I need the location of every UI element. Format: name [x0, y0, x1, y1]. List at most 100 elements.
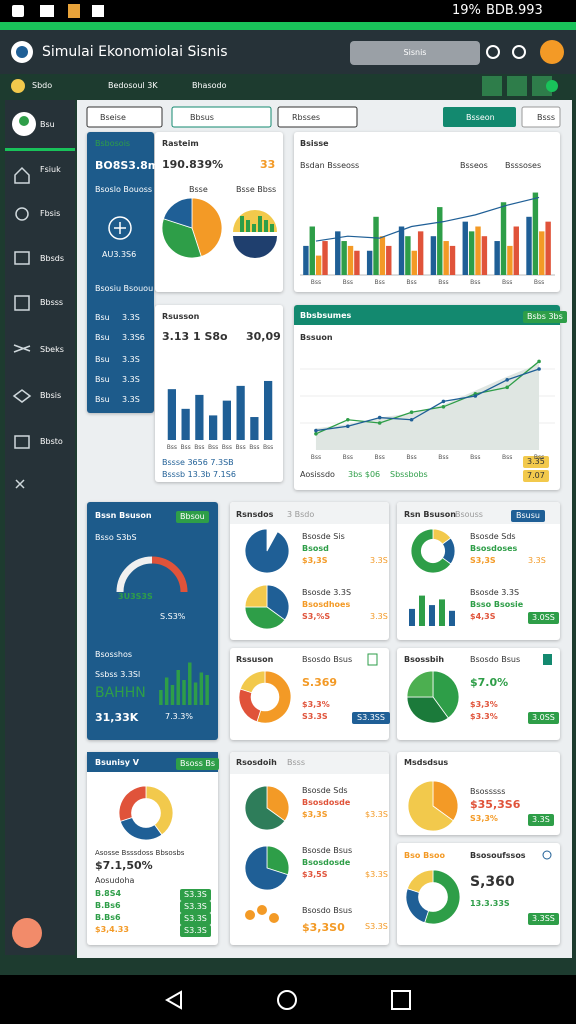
gbar-chart: Bss Bss Bss Bss Bss Bss Bss Bss	[300, 192, 555, 286]
card	[230, 502, 389, 524]
gauge-bar	[264, 220, 268, 232]
pie-slice	[266, 785, 290, 822]
icon	[542, 850, 552, 860]
lines: $7.0%	[470, 676, 509, 689]
lines: S.369	[302, 676, 338, 689]
point	[473, 394, 478, 398]
gauge-bar	[270, 224, 274, 232]
badges: 3.35	[523, 456, 549, 468]
search-box[interactable]	[350, 41, 480, 65]
actions: Bsss	[537, 113, 555, 122]
items: Fbsis	[40, 209, 61, 218]
pie-chart	[405, 869, 461, 925]
badges: S3.3S	[180, 925, 211, 937]
rows: $3,4.33	[95, 925, 129, 934]
bar	[309, 226, 315, 275]
bar	[193, 682, 198, 705]
bar	[500, 202, 507, 275]
donut-hole	[420, 538, 446, 564]
point	[377, 415, 382, 420]
title: Simulai Ekonomiolai Sisnis	[42, 44, 228, 60]
title: Bsossbih	[404, 655, 445, 664]
pie-slice	[407, 780, 454, 832]
items: Sbeks	[40, 345, 64, 354]
action-button[interactable]	[521, 106, 561, 128]
bar	[315, 255, 322, 275]
pie-chart	[407, 780, 459, 832]
gauge-arc	[151, 556, 188, 593]
search: Sisnis	[403, 48, 427, 57]
x-tick-label: Bss	[406, 279, 416, 286]
lines: $3,3%	[302, 700, 330, 709]
bar	[167, 389, 176, 440]
title: Rsn Bsuson	[404, 510, 456, 519]
sidebar-icons[interactable]	[12, 166, 32, 489]
status-bar	[0, 0, 576, 22]
rows: 3.3S	[122, 355, 140, 364]
value: 31,33K	[95, 711, 139, 724]
nav-icons[interactable]	[164, 990, 411, 1010]
controls: Bsseos	[460, 161, 488, 170]
point	[441, 399, 446, 404]
x-tick-label: Bss	[249, 444, 259, 451]
filter-boxes[interactable]	[86, 106, 358, 128]
profile-icon[interactable]	[540, 40, 564, 64]
values: $3.3S	[365, 810, 388, 819]
lines: $3.3%	[470, 712, 498, 721]
values: 3.3S	[528, 556, 546, 565]
time: BDB.993	[486, 3, 543, 18]
settings-button[interactable]	[12, 918, 42, 948]
bar	[409, 608, 415, 626]
values: 3.3S	[370, 612, 388, 621]
lines: $3,5S	[302, 870, 328, 879]
pie-chart	[244, 845, 290, 891]
title: Msdsdsus	[404, 758, 449, 767]
sync-icon[interactable]	[486, 45, 500, 59]
change: 7.3.3%	[165, 712, 193, 721]
point	[314, 428, 318, 433]
bar	[341, 241, 347, 275]
bar	[419, 595, 425, 626]
bar	[209, 415, 218, 440]
pie-slice	[266, 845, 290, 876]
bar	[430, 236, 437, 275]
donut-hole	[418, 882, 448, 912]
bars-chart: Bss Bss Bss Bss Bss Bss Bss Bss	[167, 380, 273, 451]
x-tick-label: Bss	[194, 444, 204, 451]
pie-chart	[410, 528, 456, 574]
action-button[interactable]	[443, 107, 516, 127]
lines: Bsosd	[302, 544, 329, 553]
point	[505, 378, 509, 382]
rows: Bsu	[95, 375, 110, 384]
tag: Bsss	[287, 758, 305, 767]
bar	[437, 207, 443, 275]
sub: AU3.3S6	[102, 250, 137, 259]
rows: Bsu	[95, 333, 110, 342]
pie-chart	[118, 785, 174, 841]
title: Bsunisy V	[95, 758, 139, 767]
badge: Bsoss Bs	[176, 758, 220, 770]
rows: B.8S4	[95, 889, 122, 898]
rows: 3.3S	[122, 375, 140, 384]
rows: Bsu	[95, 395, 110, 404]
x-tick-label: Bss	[167, 444, 177, 451]
rows: Bsu	[95, 355, 110, 364]
x-tick-label: Bss	[235, 444, 245, 451]
caption: Asosse Bsssdoss Bbsosbs	[95, 849, 185, 857]
bar	[405, 236, 411, 275]
icon	[114, 222, 126, 234]
section: Bsosiu Bsouou	[95, 284, 154, 293]
bell-icon[interactable]	[512, 45, 526, 59]
subtitle: Bssuon	[300, 333, 333, 342]
lines: Bsosde 3.3S	[470, 588, 520, 597]
value-a: 3.13 1 S8o	[162, 330, 228, 343]
x-tick-label: Bss	[311, 279, 321, 286]
icon	[257, 905, 267, 915]
bar	[449, 245, 456, 275]
tab-buttons[interactable]	[482, 76, 552, 96]
lines: Bsosdo Bsus	[302, 655, 353, 664]
icon	[108, 216, 132, 240]
x-tick-label: Bss	[375, 279, 385, 286]
x-tick-label: Bss	[343, 279, 353, 286]
bar	[335, 231, 341, 275]
